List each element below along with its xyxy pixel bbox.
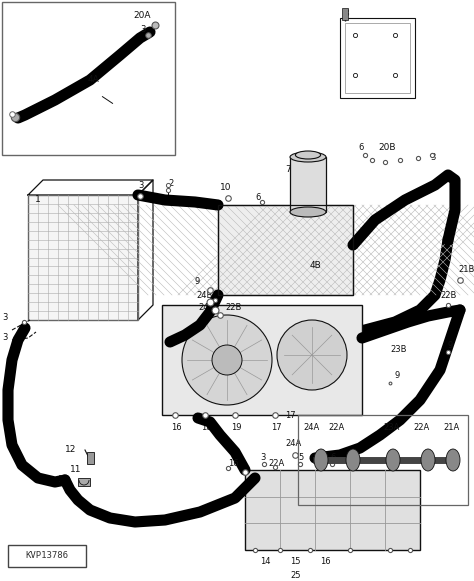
Ellipse shape [314, 449, 328, 471]
Text: 21B: 21B [458, 266, 474, 274]
Ellipse shape [290, 152, 326, 162]
Bar [8, 545, 86, 567]
Bar [28, 195, 138, 320]
Text: 18: 18 [201, 422, 211, 432]
Text: 6: 6 [358, 144, 364, 152]
Text: 9: 9 [395, 371, 400, 379]
Text: 23B: 23B [390, 346, 407, 354]
Ellipse shape [446, 449, 460, 471]
Circle shape [277, 320, 347, 390]
Text: 7: 7 [285, 166, 291, 174]
Text: 25: 25 [290, 571, 301, 579]
Text: 17: 17 [285, 411, 296, 419]
Text: 24B: 24B [196, 292, 212, 300]
Text: 22B: 22B [225, 303, 241, 313]
Text: 5: 5 [298, 454, 303, 462]
Bar [218, 205, 353, 295]
Text: 16: 16 [228, 460, 238, 468]
Text: KVP13786: KVP13786 [26, 551, 69, 561]
Text: 17: 17 [271, 422, 282, 432]
Text: 16: 16 [338, 486, 348, 494]
Text: 24A: 24A [285, 439, 301, 447]
Text: 3: 3 [2, 333, 8, 343]
Text: 2: 2 [168, 178, 173, 188]
Text: 19: 19 [231, 422, 241, 432]
Text: 20B: 20B [378, 144, 395, 152]
Text: 22A: 22A [268, 458, 284, 468]
Text: 23A: 23A [383, 422, 400, 432]
Text: 16: 16 [320, 558, 331, 566]
Text: 24A: 24A [303, 422, 319, 432]
Text: 4B: 4B [310, 260, 322, 270]
Bar [340, 18, 415, 98]
Text: 3: 3 [138, 181, 143, 189]
Text: 1: 1 [35, 195, 41, 205]
Text: 9: 9 [195, 278, 200, 286]
Text: 3: 3 [140, 26, 146, 34]
Circle shape [182, 315, 272, 405]
Text: 22B: 22B [440, 290, 456, 299]
Text: 15: 15 [290, 558, 301, 566]
Bar [218, 205, 353, 295]
Text: 22A: 22A [413, 422, 429, 432]
Ellipse shape [421, 449, 435, 471]
Bar [342, 8, 348, 20]
Circle shape [212, 345, 242, 375]
Bar [78, 478, 90, 486]
Text: 6: 6 [330, 454, 336, 462]
Text: 3: 3 [260, 454, 265, 462]
Text: 9: 9 [448, 340, 453, 350]
Ellipse shape [295, 151, 320, 159]
Text: 11: 11 [70, 465, 82, 475]
Text: 3: 3 [430, 153, 436, 163]
Ellipse shape [290, 207, 326, 217]
Ellipse shape [346, 449, 360, 471]
Text: 21A: 21A [443, 422, 459, 432]
Bar [87, 452, 94, 464]
Text: 10: 10 [220, 184, 231, 192]
Text: 22A: 22A [328, 422, 344, 432]
Text: 13: 13 [58, 475, 70, 485]
Bar [245, 470, 420, 550]
Text: 4A: 4A [88, 76, 100, 84]
Text: 20A: 20A [133, 10, 151, 20]
Bar [345, 23, 410, 93]
Text: 8: 8 [343, 9, 349, 17]
Text: 16: 16 [171, 422, 182, 432]
Text: 6: 6 [255, 193, 260, 203]
Bar [162, 305, 362, 415]
Bar [2, 2, 175, 155]
Ellipse shape [386, 449, 400, 471]
Text: 24B: 24B [198, 303, 214, 313]
Text: 3: 3 [2, 314, 8, 322]
Bar [290, 157, 326, 212]
Text: 12: 12 [65, 446, 76, 454]
Text: 14: 14 [260, 558, 271, 566]
Bar [298, 415, 468, 505]
